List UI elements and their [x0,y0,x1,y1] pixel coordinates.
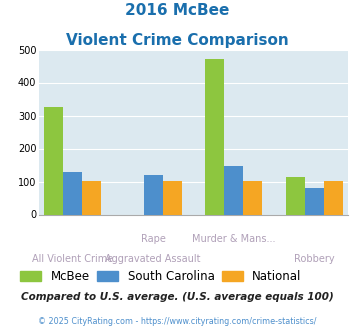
Text: © 2025 CityRating.com - https://www.cityrating.com/crime-statistics/: © 2025 CityRating.com - https://www.city… [38,317,317,326]
Text: Robbery: Robbery [294,254,335,264]
Bar [143,175,163,214]
Text: All Violent Crime: All Violent Crime [32,254,113,264]
Text: Rape: Rape [141,234,165,244]
Legend: McBee, South Carolina, National: McBee, South Carolina, National [20,270,302,283]
Bar [286,177,305,214]
Text: Murder & Mans...: Murder & Mans... [192,234,275,244]
Bar [305,188,324,215]
Text: Compared to U.S. average. (U.S. average equals 100): Compared to U.S. average. (U.S. average … [21,292,334,302]
Bar [205,59,224,215]
Bar [244,181,262,214]
Bar [224,166,244,214]
Bar [44,107,63,214]
Text: Aggravated Assault: Aggravated Assault [105,254,201,264]
Bar [82,181,101,214]
Text: Violent Crime Comparison: Violent Crime Comparison [66,33,289,48]
Bar [63,172,82,214]
Bar [324,181,343,214]
Bar [163,181,182,214]
Text: 2016 McBee: 2016 McBee [125,3,230,18]
